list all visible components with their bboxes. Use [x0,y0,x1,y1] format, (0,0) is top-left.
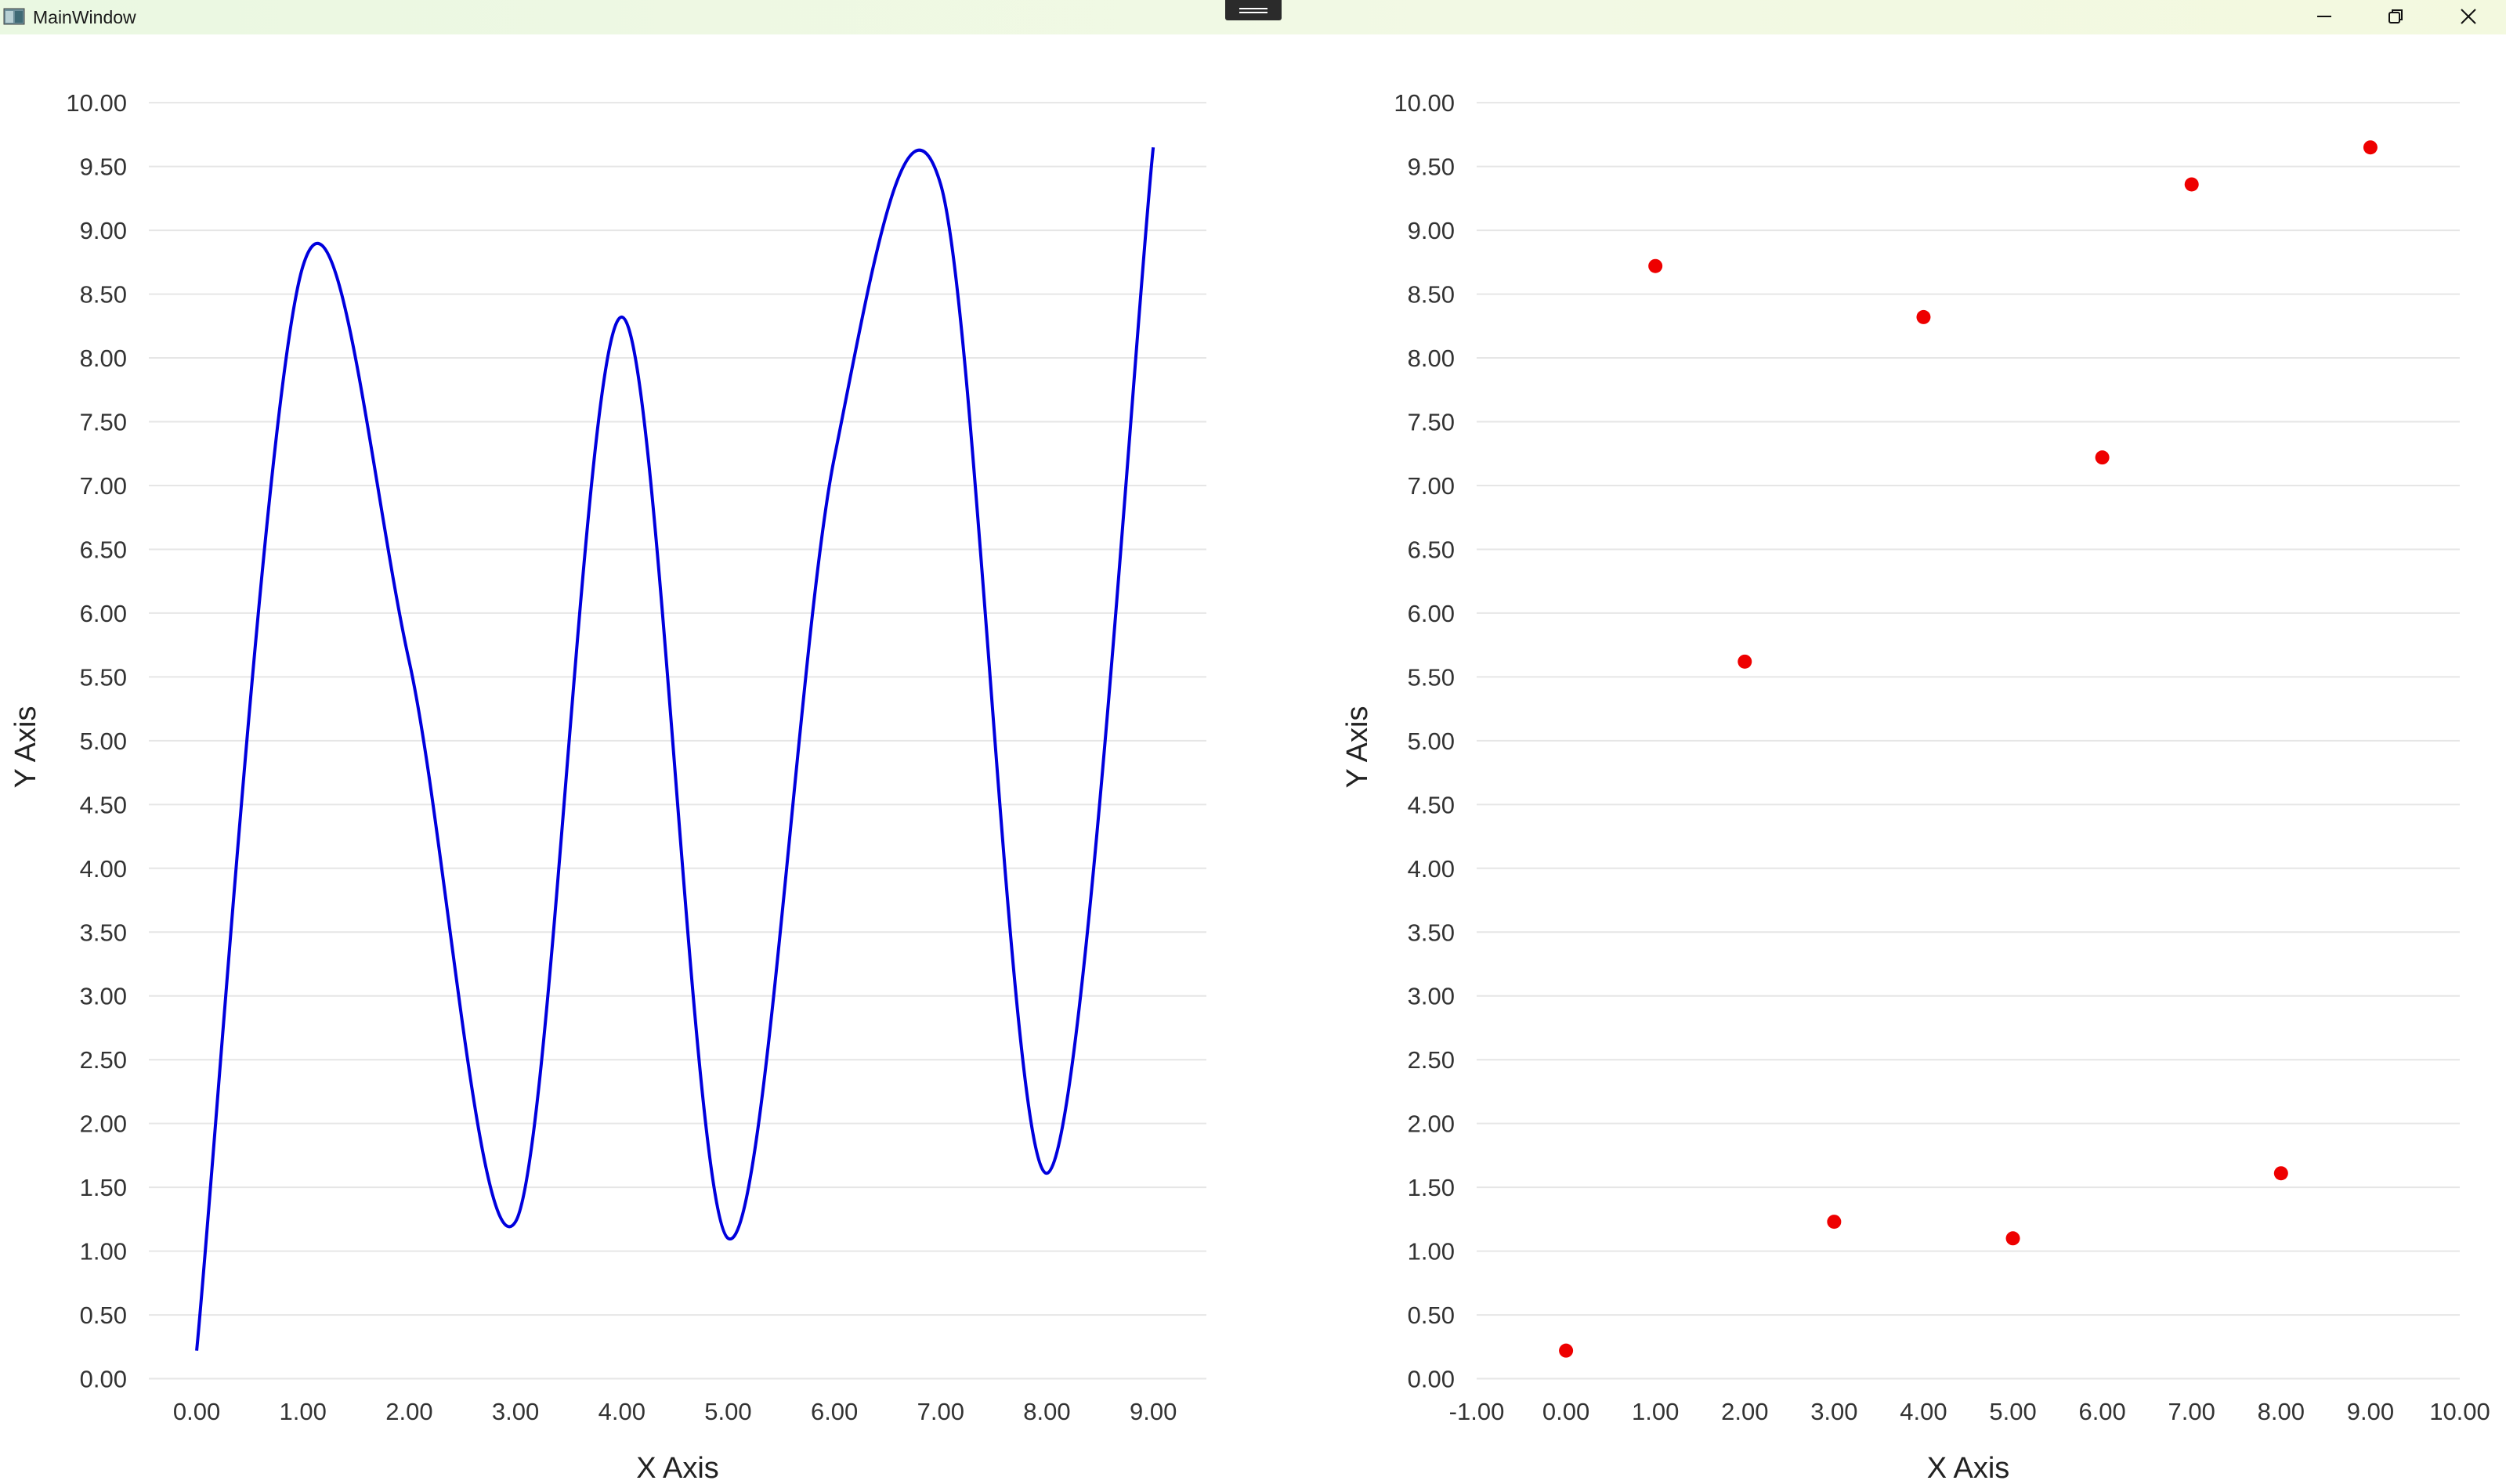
x-tick-label: 3.00 [1810,1398,1857,1425]
y-tick-label: 0.00 [80,1366,127,1393]
x-tick-label: 5.00 [1989,1398,2036,1425]
data-point [2273,1166,2288,1181]
y-tick-label: 6.50 [1408,536,1455,563]
y-tick-label: 2.50 [1408,1046,1455,1074]
drag-handle[interactable] [1225,0,1282,20]
data-point [2095,450,2110,465]
y-tick-label: 0.50 [1408,1302,1455,1329]
y-tick-label: 9.50 [1408,153,1455,181]
x-tick-label: 2.00 [1721,1398,1768,1425]
x-tick-label: 8.00 [2258,1398,2305,1425]
close-button[interactable] [2433,0,2505,34]
y-tick-label: 3.00 [1408,983,1455,1010]
x-tick-label: 0.00 [1542,1398,1589,1425]
close-icon [2461,9,2476,24]
y-tick-label: 8.00 [80,345,127,372]
line-chart[interactable]: 0.00 0.50 1.00 1.50 2.00 2.50 3.00 3.50 4.00 4.50… [0,34,1253,1484]
y-tick-label: 1.50 [80,1174,127,1201]
x-tick-label: 5.00 [704,1398,751,1425]
x-axis-title: X Axis [636,1452,719,1484]
x-tick-label: 1.00 [1632,1398,1679,1425]
y-tick-label: 2.00 [1408,1110,1455,1138]
y-tick-label: 2.50 [80,1046,127,1074]
restore-button[interactable] [2361,0,2433,34]
y-tick-label: 4.50 [80,791,127,818]
y-tick-label: 4.50 [1408,791,1455,818]
y-tick-label: 6.00 [1408,600,1455,627]
data-point [1827,1215,1842,1229]
y-tick-label: 10.00 [66,89,127,117]
y-tick-label: 3.00 [80,983,127,1010]
y-tick-label: 8.50 [80,281,127,309]
scatter-chart[interactable]: 0.00 0.50 1.00 1.50 2.00 2.50 3.00 3.50 4.00 4.50… [1253,34,2506,1484]
y-tick-label: 1.50 [1408,1174,1455,1201]
y-tick-label: 5.50 [1408,663,1455,691]
y-tick-label: 1.00 [80,1238,127,1266]
y-tick-label: 8.00 [1408,345,1455,372]
y-tick-label: 6.00 [80,600,127,627]
x-tick-label: 6.00 [811,1398,858,1425]
y-tick-label: 3.50 [1408,919,1455,946]
y-tick-label: 10.00 [1394,89,1455,117]
data-point [1648,258,1663,273]
data-point [2005,1231,2020,1246]
y-tick-label: 7.00 [1408,472,1455,500]
data-point [1916,309,1931,324]
y-tick-label: 9.50 [80,153,127,181]
y-tick-label: 2.00 [80,1110,127,1138]
x-tick-label: 0.00 [173,1398,220,1425]
x-tick-label: 9.00 [1130,1398,1177,1425]
y-tick-label: 5.00 [1408,728,1455,755]
x-tick-label: 7.00 [2168,1398,2215,1425]
x-tick-label: 4.00 [1900,1398,1947,1425]
data-point [1738,654,1752,669]
series-line [195,146,1155,1351]
charts-area: 0.00 0.50 1.00 1.50 2.00 2.50 3.00 3.50 4.00 4.50… [0,34,2506,1484]
y-tick-label: 9.00 [1408,217,1455,244]
x-tick-label: 3.00 [492,1398,539,1425]
y-tick-label: 5.00 [80,728,127,755]
x-tick-label: 2.00 [385,1398,432,1425]
x-tick-label: 7.00 [917,1398,964,1425]
data-point [2363,140,2378,155]
title-bar[interactable]: MainWindow [0,0,2506,34]
y-tick-label: 7.50 [1408,409,1455,436]
x-tick-label: -1.00 [1449,1398,1505,1425]
window-app-icon [3,8,25,25]
y-tick-label: 4.00 [1408,855,1455,883]
y-tick-label: 7.00 [80,472,127,500]
y-tick-label: 3.50 [80,919,127,946]
x-axis-title: X Axis [1927,1452,2010,1484]
y-tick-label: 9.00 [80,217,127,244]
data-point [2184,177,2199,192]
y-tick-label: 6.50 [80,536,127,563]
minimize-button[interactable] [2289,0,2361,34]
y-tick-label: 1.00 [1408,1238,1455,1266]
x-tick-label: 1.00 [280,1398,327,1425]
y-tick-label: 0.50 [80,1302,127,1329]
x-tick-label: 8.00 [1023,1398,1070,1425]
window-title: MainWindow [33,7,136,27]
y-axis-title: Y Axis [1341,706,1374,789]
x-tick-label: 6.00 [2078,1398,2125,1425]
y-tick-label: 4.00 [80,855,127,883]
minimize-icon [2317,16,2331,17]
y-tick-label: 0.00 [1408,1366,1455,1393]
y-tick-label: 7.50 [80,409,127,436]
y-tick-label: 5.50 [80,663,127,691]
y-axis-title: Y Axis [9,706,42,789]
y-tick-label: 8.50 [1408,281,1455,309]
restore-icon [2388,9,2403,23]
data-point [1559,1343,1574,1358]
x-tick-label: 4.00 [598,1398,645,1425]
x-tick-label: 10.00 [2429,1398,2490,1425]
x-tick-label: 9.00 [2347,1398,2394,1425]
